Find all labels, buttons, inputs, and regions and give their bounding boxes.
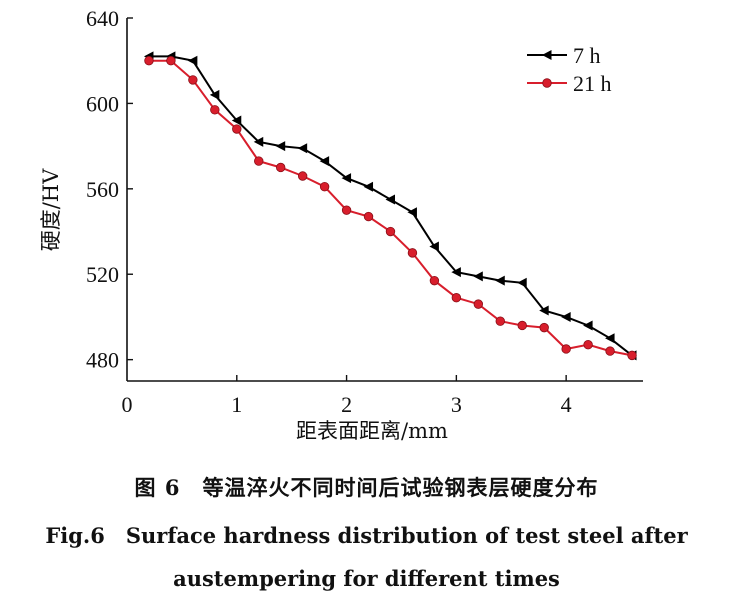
x-tick-label: 1 (231, 392, 242, 417)
y-axis-title: 硬度/HV (39, 168, 63, 251)
series-7h-point (539, 305, 549, 316)
y-axis-title-group: 硬度/HV (39, 168, 63, 251)
series-21h-legend-label: 21 h (573, 71, 612, 96)
series-21h-point (341, 205, 352, 215)
series-21h-point (254, 156, 264, 166)
series-7h-point (495, 275, 505, 286)
series-21h-point (583, 340, 593, 350)
series-21h-legend-marker (542, 78, 552, 88)
series-21h-point (144, 56, 154, 66)
series-21h-point (605, 346, 615, 356)
series-21h-point (495, 316, 505, 326)
series-7h-point (297, 143, 308, 154)
series-21h-line (149, 59, 633, 357)
x-tick-label: 4 (561, 392, 572, 417)
series-7h-point (583, 320, 593, 331)
series-7h-point (341, 173, 352, 184)
series-21h-point (561, 344, 571, 354)
series-21h-point (276, 162, 286, 173)
series-21h-point (232, 124, 242, 134)
series-7h-point (407, 207, 417, 218)
series-7h-legend-label: 7 h (573, 43, 601, 68)
series-7h-point (275, 141, 286, 152)
series-21h-point (517, 320, 527, 331)
series-7h-point (473, 271, 483, 282)
figure-caption-english-line1: Fig.6 Surface hardness distribution of t… (45, 523, 688, 548)
series-21h-point (210, 105, 220, 115)
series-21h-point (297, 171, 308, 181)
y-tick-label: 560 (86, 177, 119, 202)
series-7h-legend-marker (542, 50, 552, 60)
series-7h-point (363, 181, 374, 192)
series-7h-line (149, 55, 633, 357)
series-21h-point (166, 56, 176, 66)
series-21h-point (363, 211, 374, 222)
series-7h-point (451, 267, 461, 278)
x-tick-label: 3 (451, 392, 462, 417)
x-tick-label: 0 (122, 392, 133, 417)
figure-caption-english-line2: austempering for different times (173, 566, 560, 591)
series-21h-point (319, 181, 330, 192)
series-7h-point (429, 241, 439, 252)
series-7h-point (605, 333, 615, 344)
series-7h-point (209, 89, 220, 100)
hardness-chart: 硬度/HV 距表面距离/mm 480 520 560 600 640 0 1 2 3 4 7 h 21… (39, 6, 643, 443)
x-axis-title: 距表面距离/mm (296, 419, 448, 443)
series-21h-point (627, 350, 637, 361)
series-7h-point (187, 55, 198, 66)
x-tick-label: 2 (341, 392, 352, 417)
series-21h-point (407, 248, 418, 258)
series-7h-point (231, 115, 242, 126)
series-21h-point (451, 293, 462, 303)
series-7h-point (561, 311, 571, 322)
series-21h-point (188, 75, 198, 85)
series-7h-point (385, 194, 395, 205)
series-21h-point (473, 299, 484, 309)
y-tick-label: 640 (86, 6, 119, 31)
series-7h-point (253, 136, 264, 147)
series-7h-point (517, 277, 527, 288)
y-tick-label: 600 (86, 91, 119, 116)
series-21h-point (539, 322, 549, 333)
series-21h-point (429, 275, 440, 286)
figure-caption-chinese: 图 6 等温淬火不同时间后试验钢表层硬度分布 (134, 475, 599, 500)
series-21h-point (385, 226, 396, 237)
series-7h-point (319, 156, 330, 167)
y-tick-label: 480 (86, 348, 119, 373)
y-tick-label: 520 (86, 262, 119, 287)
